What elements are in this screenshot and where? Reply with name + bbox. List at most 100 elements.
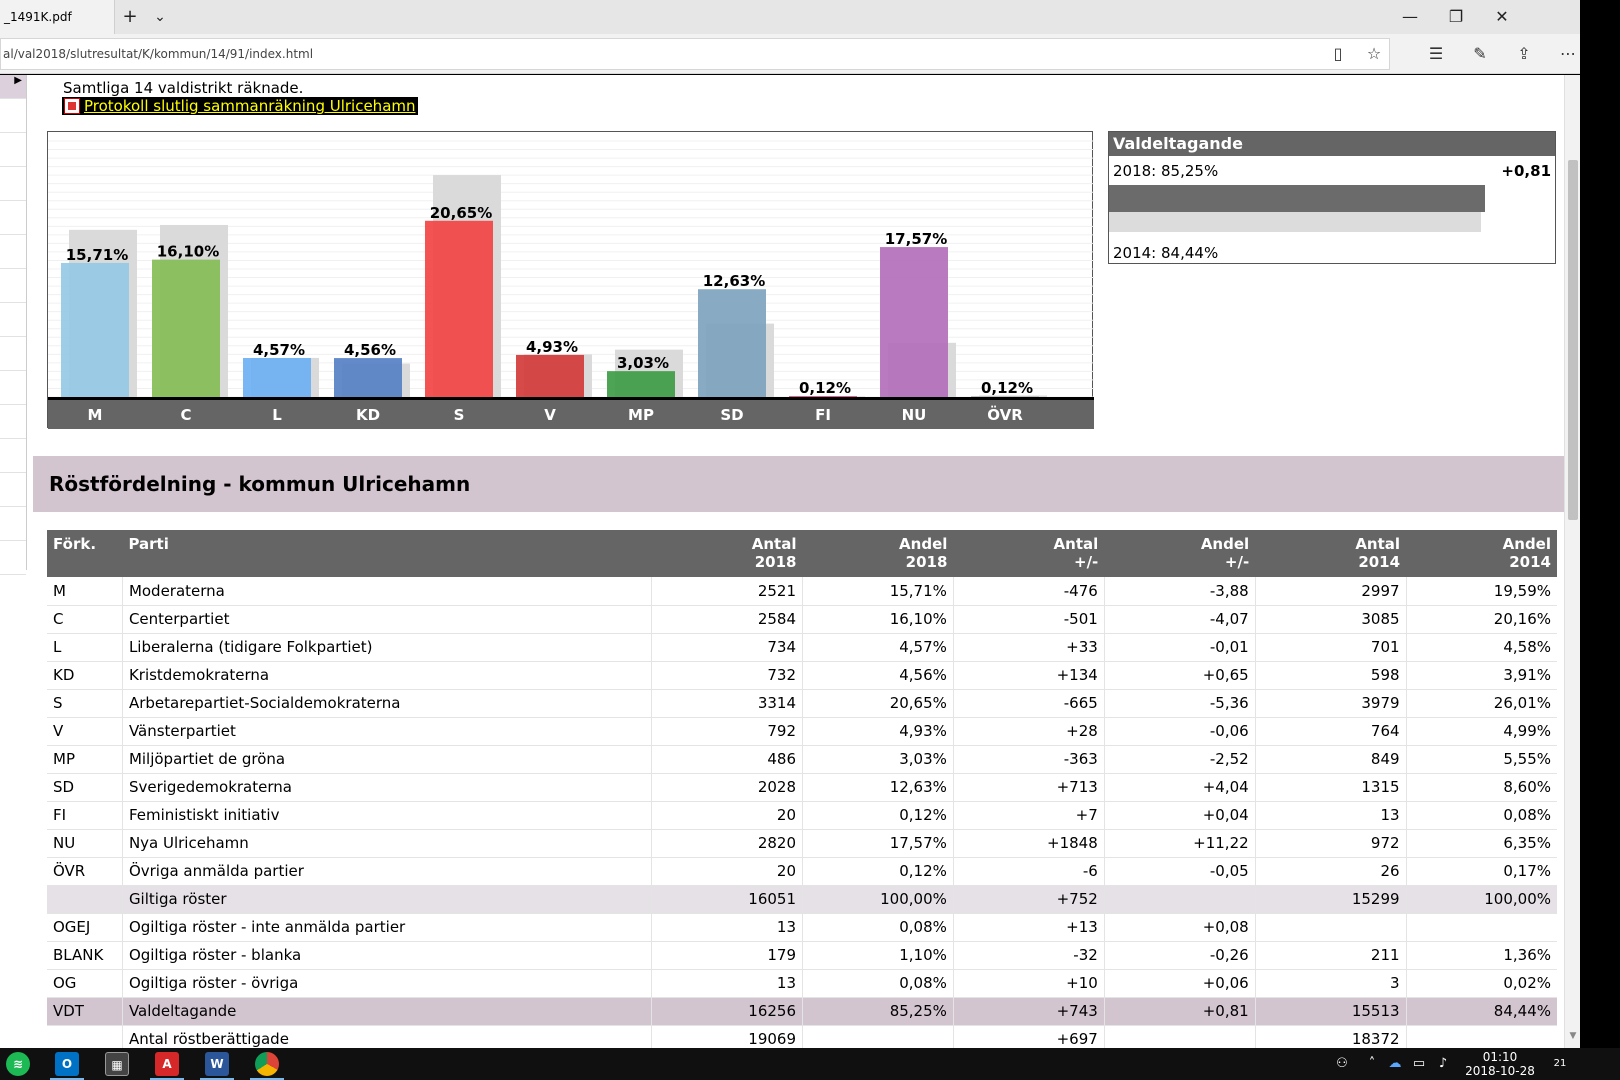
table-cell: L	[47, 633, 123, 662]
chrome-icon[interactable]	[255, 1052, 279, 1076]
table-row: Antal röstberättigade 19069 +697 18372	[47, 1025, 1557, 1048]
table-cell: Miljöpartiet de gröna	[122, 745, 653, 774]
bar-2018-S	[425, 220, 493, 397]
results-table: Förk. Parti Antal 2018 Andel 2018 Antal +/- Ande…	[47, 530, 1557, 1048]
bar-value-label: 0,12%	[981, 379, 1033, 397]
word-icon[interactable]: W	[205, 1052, 229, 1076]
table-cell: MP	[47, 745, 123, 774]
new-tab-button[interactable]: +	[122, 6, 138, 27]
taskbar: ≋ O ▦ A W ⚇ ˄ ☁ ▭ ♪ 01:10 2018-10-28 21	[0, 1048, 1620, 1080]
table-cell: -476	[953, 577, 1105, 606]
reading-view-icon[interactable]: ▯	[1333, 44, 1343, 63]
tab-pdf[interactable]: _1491K.pdf	[0, 0, 115, 34]
table-cell: -2,52	[1104, 745, 1256, 774]
bar-value-label: 4,93%	[526, 338, 578, 356]
pen-notes-icon[interactable]: ✎	[1473, 44, 1487, 63]
table-cell: 3979	[1255, 689, 1407, 718]
table-row: C Centerpartiet 2584 16,10% -501 -4,07 3085 20,…	[47, 605, 1557, 634]
people-icon[interactable]: ⚇	[1336, 1056, 1348, 1071]
table-cell: +13	[953, 913, 1105, 942]
table-cell: +713	[953, 773, 1105, 802]
protocol-link[interactable]: Protokoll slutlig sammanräkning Ulriceha…	[62, 97, 418, 115]
url-field[interactable]: al/val2018/slutresultat/K/kommun/14/91/i…	[0, 38, 1390, 70]
spotify-icon[interactable]: ≋	[6, 1052, 30, 1076]
system-clock[interactable]: 01:10 2018-10-28	[1460, 1050, 1540, 1078]
table-cell: -0,06	[1104, 717, 1256, 746]
table-cell: +134	[953, 661, 1105, 690]
table-cell: 4,58%	[1406, 633, 1557, 662]
clock-date: 2018-10-28	[1465, 1064, 1535, 1078]
minimize-button[interactable]: —	[1402, 7, 1418, 26]
category-label: C	[180, 406, 191, 424]
bar-value-label: 17,57%	[885, 230, 947, 248]
table-cell: M	[47, 577, 123, 606]
table-cell: +752	[953, 885, 1105, 914]
table-cell: -4,07	[1104, 605, 1256, 634]
table-row: OGEJ Ogiltiga röster - inte anmälda parti…	[47, 913, 1557, 942]
table-cell: FI	[47, 801, 123, 830]
table-cell: 4,56%	[802, 661, 954, 690]
tab-title: _1491K.pdf	[4, 10, 72, 24]
table-cell: 1,36%	[1406, 941, 1557, 970]
table-cell: Valdeltagande	[122, 997, 653, 1026]
share-icon[interactable]: ⇪	[1517, 44, 1531, 63]
table-cell: 3085	[1255, 605, 1407, 634]
table-cell	[1255, 913, 1407, 942]
table-cell: 1315	[1255, 773, 1407, 802]
column-header-line: Antal	[1355, 535, 1401, 553]
address-bar: al/val2018/slutresultat/K/kommun/14/91/i…	[0, 34, 1580, 74]
table-cell: 0,12%	[802, 857, 954, 886]
nav-arrow-icon[interactable]: ▶	[0, 75, 26, 99]
table-cell: ÖVR	[47, 857, 123, 886]
column-header: Parti	[122, 530, 652, 577]
column-header: Förk.	[47, 530, 123, 577]
table-cell: Ogiltiga röster - övriga	[122, 969, 653, 998]
acrobat-icon[interactable]: A	[155, 1052, 179, 1076]
page-viewport: ▶ Samtliga 14 valdistrikt räknade. Proto…	[0, 75, 1580, 1048]
table-cell	[1104, 1025, 1256, 1048]
more-menu-icon[interactable]: ⋯	[1560, 44, 1576, 63]
notification-count: 21	[1553, 1058, 1567, 1069]
column-header-line: +/-	[1224, 553, 1250, 571]
maximize-button[interactable]: ❐	[1448, 7, 1464, 26]
table-cell: 85,25%	[802, 997, 954, 1026]
vote-share-chart: 15,71% 16,10% 4,57% 4,56% 20,65% 4,93% 3,03% 12…	[47, 131, 1094, 429]
outlook-icon[interactable]: O	[55, 1052, 79, 1076]
notifications-icon[interactable]: 21	[1545, 1048, 1575, 1080]
turnout-box: Valdeltagande 2018: 85,25% +0,81 2014: 8…	[1108, 131, 1556, 264]
table-cell: NU	[47, 829, 123, 858]
table-cell: 849	[1255, 745, 1407, 774]
table-cell: +697	[953, 1025, 1105, 1048]
scrollbar-thumb[interactable]	[1568, 160, 1578, 520]
volume-icon[interactable]: ♪	[1438, 1056, 1448, 1071]
active-indicator	[50, 1078, 84, 1080]
turnout-bar-2018	[1109, 185, 1485, 212]
table-cell: Moderaterna	[122, 577, 653, 606]
table-cell: 100,00%	[1406, 885, 1557, 914]
active-indicator	[150, 1078, 184, 1080]
table-cell: +0,06	[1104, 969, 1256, 998]
table-cell	[1406, 1025, 1557, 1048]
calculator-icon[interactable]: ▦	[105, 1052, 129, 1076]
table-cell: 1,10%	[802, 941, 954, 970]
table-cell: S	[47, 689, 123, 718]
tray-chevron-icon[interactable]: ˄	[1368, 1056, 1376, 1071]
network-icon[interactable]: ▭	[1412, 1056, 1426, 1071]
onedrive-icon[interactable]: ☁	[1388, 1056, 1402, 1071]
turnout-title: Valdeltagande	[1109, 132, 1555, 156]
table-cell: 972	[1255, 829, 1407, 858]
favorite-star-icon[interactable]: ☆	[1366, 44, 1382, 63]
favorites-list-icon[interactable]: ☰	[1428, 44, 1444, 63]
tab-menu-button[interactable]: ⌄	[154, 9, 166, 25]
table-cell: Nya Ulricehamn	[122, 829, 653, 858]
close-button[interactable]: ✕	[1495, 7, 1509, 26]
table-cell: 0,08%	[1406, 801, 1557, 830]
table-cell: 16256	[651, 997, 803, 1026]
table-cell: +743	[953, 997, 1105, 1026]
scroll-down-icon[interactable]: ▼	[1569, 1031, 1577, 1041]
pdf-icon	[64, 98, 80, 114]
bar-value-label: 0,12%	[799, 379, 851, 397]
left-nav-strip: ▶	[0, 75, 27, 575]
table-row: FI Feministiskt initiativ 20 0,12% +7 +0,04 13…	[47, 801, 1557, 830]
scrollbar[interactable]: ▼	[1564, 75, 1580, 1048]
